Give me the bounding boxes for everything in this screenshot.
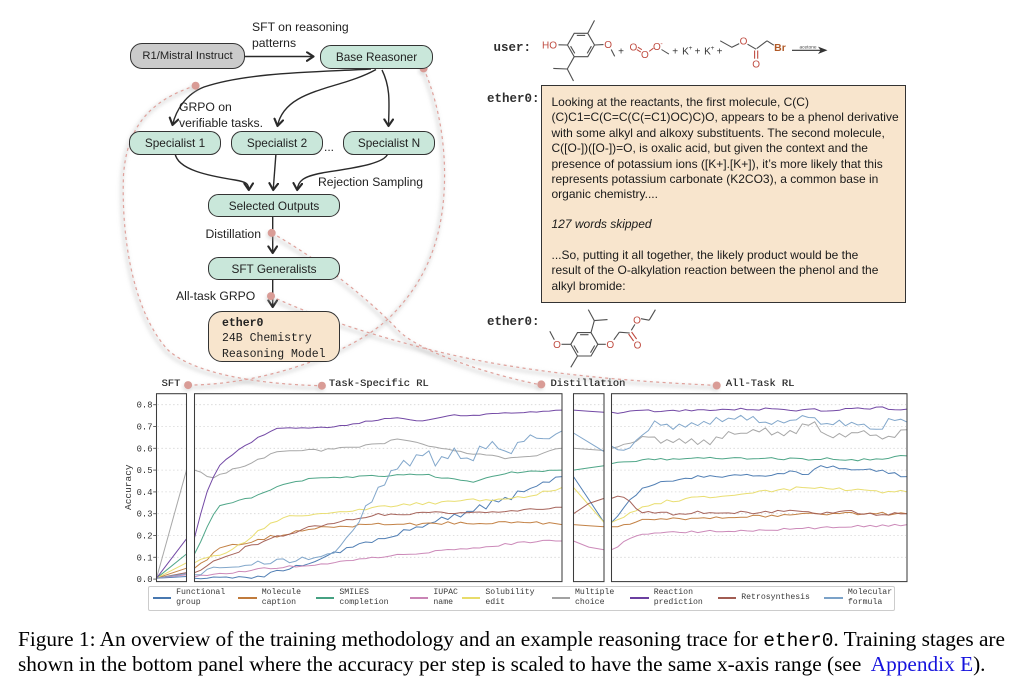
svg-text:+: + — [689, 45, 693, 52]
svg-text:0.1: 0.1 — [137, 553, 153, 563]
svg-text:acetone: acetone — [799, 44, 816, 50]
svg-text:-: - — [660, 41, 663, 48]
svg-text:+: + — [695, 47, 701, 58]
svg-text:0.2: 0.2 — [137, 532, 153, 542]
svg-text:+: + — [711, 45, 715, 52]
svg-text:+: + — [618, 47, 624, 58]
svg-text:O: O — [634, 341, 642, 352]
svg-text:K: K — [704, 47, 711, 58]
svg-text:O: O — [553, 340, 561, 351]
svg-text:0.0: 0.0 — [137, 575, 153, 585]
svg-text:O: O — [633, 315, 641, 326]
svg-text:O: O — [752, 60, 760, 71]
svg-text:O: O — [740, 37, 748, 48]
svg-text:0.8: 0.8 — [137, 401, 153, 411]
svg-text:0.7: 0.7 — [137, 423, 153, 433]
svg-text:O: O — [630, 42, 638, 53]
svg-text:0.5: 0.5 — [137, 466, 153, 476]
svg-text:O: O — [653, 42, 661, 53]
svg-text:O: O — [606, 340, 614, 351]
svg-text:0.6: 0.6 — [137, 444, 153, 454]
svg-text:0.4: 0.4 — [137, 488, 153, 498]
svg-text:Br: Br — [774, 42, 786, 54]
svg-text:O: O — [604, 40, 612, 51]
svg-text:0.3: 0.3 — [137, 510, 153, 520]
svg-text:+: + — [672, 47, 678, 58]
svg-text:O: O — [641, 50, 649, 61]
svg-text:HO: HO — [542, 41, 557, 52]
svg-text:Accuracy: Accuracy — [123, 464, 134, 510]
svg-text:K: K — [682, 47, 689, 58]
svg-text:+: + — [717, 47, 723, 58]
